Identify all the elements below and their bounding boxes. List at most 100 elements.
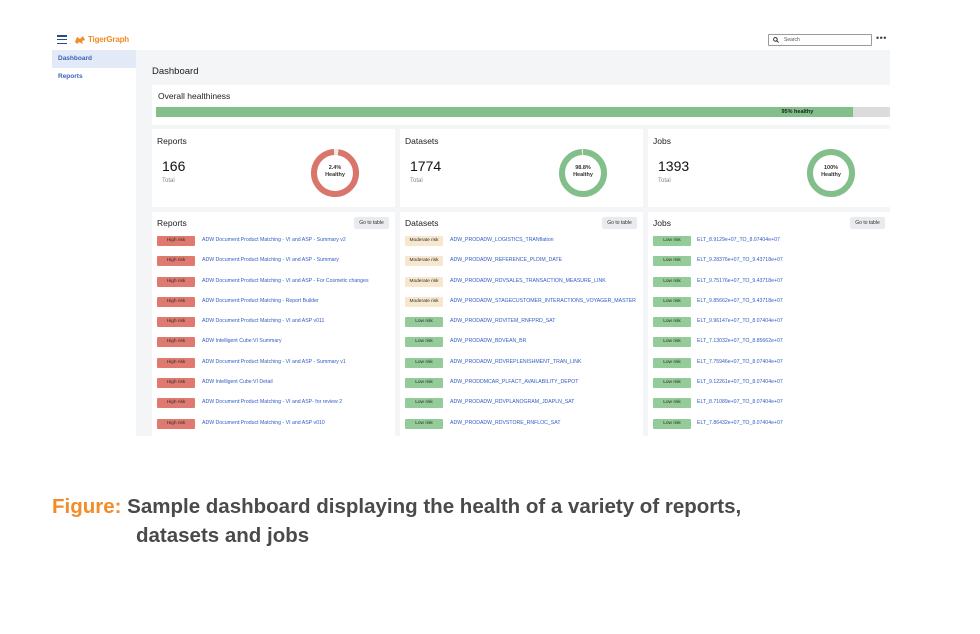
item-name-link[interactable]: ADW_PRODADW_BDVEAN_BR — [450, 338, 527, 345]
reports-list-card: Reports Go to table High risk ADW Documen… — [152, 212, 395, 436]
item-name-link[interactable]: ELT_9.28376e+07_TO_9.43718e+07 — [697, 257, 783, 264]
reports-total-value: 166 — [162, 158, 186, 174]
risk-badge: High risk — [157, 357, 195, 368]
risk-badge: High risk — [157, 276, 195, 287]
reports-list: High risk ADW Document:Product Matching -… — [152, 233, 395, 436]
item-name-link[interactable]: ELT_7.13032e+07_TO_8.85662e+07 — [697, 338, 783, 345]
risk-badge: Low risk — [653, 337, 691, 348]
item-name-link[interactable]: ELT_9.96147e+07_TO_8.07404e+07 — [697, 318, 783, 325]
more-options-icon[interactable]: ••• — [876, 33, 887, 43]
item-name-link[interactable]: ADW_PRODADW_RDVSTORE_RNFLOC_SAT — [450, 419, 561, 426]
item-name-link[interactable]: ADW_PRODADW_REFERENCE_PLDIM_DATE — [450, 257, 563, 264]
datasets-go-to-table-button[interactable]: Go to table — [602, 217, 637, 229]
item-name-link[interactable]: ADW Document:Product Matching - VI and A… — [202, 237, 346, 243]
reports-donut-caption: Healthy — [325, 171, 345, 178]
overall-health-bar: 95% healthy — [156, 107, 890, 117]
jobs-stat-card: Jobs 1393 Total 100% Healthy — [648, 129, 890, 207]
overall-health-bar-fill: 95% healthy — [156, 107, 854, 117]
item-name-link[interactable]: ADW_PRODADW_RDVPLANOGRAM_JDAPLN_SAT — [450, 399, 575, 406]
jobs-total-label: Total — [658, 178, 671, 184]
item-name-link[interactable]: ADW_PRODADW_LOGISTICS_TRANflation — [450, 237, 554, 243]
jobs-stat-title: Jobs — [653, 136, 671, 146]
search-input[interactable] — [784, 35, 870, 45]
datasets-donut-caption: Healthy — [573, 171, 593, 178]
list-item: Low risk ELT_9.85662e+07_TO_9.43718e+07 — [648, 294, 890, 314]
item-name-link[interactable]: ADW_PRODADW_RDVSALES_TRANSACTION_MEASURE… — [450, 277, 606, 284]
list-item: High risk ADW Document:Product Matching -… — [152, 233, 395, 253]
item-name-link[interactable]: ADW_PRODDMCAR_PLFACT_AVAILABILITY_DEPOT — [450, 379, 579, 386]
datasets-total-value: 1774 — [410, 158, 442, 174]
figure-caption-label: Figure: — [52, 495, 122, 518]
sidebar: Dashboard Reports — [52, 50, 136, 436]
list-item: Moderate risk ADW_PRODADW_RDVSALES_TRANSA… — [400, 274, 643, 294]
datasets-donut-value: 98.8% — [575, 165, 591, 171]
risk-badge: Low risk — [653, 398, 691, 409]
list-item: Low risk ELT_7.13032e+07_TO_8.85662e+07 — [648, 334, 890, 354]
figure-caption-line1: Sample dashboard displaying the health o… — [127, 495, 742, 518]
item-name-link[interactable]: ADW Document:Product Matching - VI and A… — [202, 399, 343, 406]
item-name-link[interactable]: ADW_PRODADW_RDVITEM_RNFPRD_SAT — [450, 318, 556, 325]
list-item: Low risk ELT_9.75176e+07_TO_9.43718e+07 — [648, 274, 890, 294]
item-name-link[interactable]: ELT_7.86432e+07_TO_8.07404e+07 — [697, 419, 783, 426]
reports-donut-value: 2.4% — [328, 165, 342, 171]
item-name-link[interactable]: ADW Document:Product Matching - VI and A… — [202, 358, 346, 365]
risk-badge: Low risk — [653, 317, 691, 328]
list-item: Low risk ELT_8.9129e+07_TO_8.07404e+07 — [648, 233, 890, 253]
datasets-list: Moderate risk ADW_PRODADW_LOGISTICS_TRANf… — [400, 233, 643, 436]
datasets-list-card: Datasets Go to table Moderate risk ADW_PR… — [400, 212, 643, 436]
item-name-link[interactable]: ADW Document:Product Matching - VI and A… — [202, 277, 369, 284]
tiger-logo-icon — [75, 36, 85, 44]
jobs-go-to-table-button[interactable]: Go to table — [850, 217, 885, 229]
item-name-link[interactable]: ELT_8.9129e+07_TO_8.07404e+07 — [697, 237, 780, 243]
item-name-link[interactable]: ELT_9.75176e+07_TO_9.43718e+07 — [697, 277, 783, 284]
list-item: Low risk ELT_7.75946e+07_TO_8.07404e+07 — [648, 355, 890, 375]
list-item: High risk ADW Document:Product Matching -… — [152, 355, 395, 375]
reports-stat-title: Reports — [157, 136, 187, 146]
sidebar-item-dashboard[interactable]: Dashboard — [52, 50, 136, 68]
list-item: Low risk ADW_PRODADW_RDVITEM_RNFPRD_SAT — [400, 314, 643, 334]
app-logo-text: TigerGraph — [88, 35, 129, 44]
risk-badge: Low risk — [405, 418, 443, 429]
jobs-donut-caption: Healthy — [821, 171, 841, 178]
item-name-link[interactable]: ELT_7.75946e+07_TO_8.07404e+07 — [697, 358, 783, 365]
item-name-link[interactable]: ADW Document:Product Matching - VI and A… — [202, 318, 325, 325]
reports-go-to-table-button[interactable]: Go to table — [354, 217, 389, 229]
figure-caption: Figure: Sample dashboard displaying the … — [52, 492, 852, 550]
donut-healthy-arc — [807, 149, 855, 197]
page-title: Dashboard — [152, 66, 199, 77]
search-box[interactable] — [768, 34, 872, 46]
risk-badge: Low risk — [405, 398, 443, 409]
risk-badge: High risk — [157, 378, 195, 389]
list-item: Low risk ELT_9.28376e+07_TO_9.43718e+07 — [648, 253, 890, 273]
donut-healthy-arc — [311, 149, 359, 197]
item-name-link[interactable]: ELT_9.12261e+07_TO_8.07404e+07 — [697, 379, 783, 386]
item-name-link[interactable]: ELT_8.71089e+07_TO_8.07404e+07 — [697, 399, 783, 406]
item-name-link[interactable]: ADW Document:Product Matching - VI and A… — [202, 257, 339, 264]
donut-healthy-arc — [559, 149, 607, 197]
overall-health-label: 95% healthy — [781, 109, 814, 115]
item-name-link[interactable]: ADW Document:Product Matching - VI and A… — [202, 419, 325, 426]
risk-badge: High risk — [157, 418, 195, 429]
item-name-link[interactable]: ADW Intelligent Cube:VI Summary — [202, 338, 282, 345]
reports-health-donut — [311, 149, 359, 197]
list-item: Low risk ELT_7.86432e+07_TO_8.07404e+07 — [648, 416, 890, 436]
list-item: High risk ADW Document:Product Matching -… — [152, 314, 395, 334]
risk-badge: Moderate risk — [405, 236, 443, 246]
item-name-link[interactable]: ADW_PRODADW_STAGECUSTOMER_INTERACTIONS_V… — [450, 297, 636, 304]
item-name-link[interactable]: ADW_PRODADW_RDVREPLENISHMENT_TRAN_LINK — [450, 358, 582, 365]
sidebar-item-reports[interactable]: Reports — [58, 73, 83, 80]
item-name-link[interactable]: ADW Document:Product Matching - Report B… — [202, 297, 319, 304]
item-name-link[interactable]: ADW Intelligent Cube:VI Detail — [202, 379, 273, 386]
risk-badge: Moderate risk — [405, 276, 443, 287]
risk-badge: High risk — [157, 398, 195, 409]
list-item: Low risk ADW_PRODDMCAR_PLFACT_AVAILABILIT… — [400, 375, 643, 395]
jobs-list-title: Jobs — [653, 218, 671, 228]
item-name-link[interactable]: ELT_9.85662e+07_TO_9.43718e+07 — [697, 297, 783, 304]
hamburger-menu-icon[interactable] — [57, 35, 67, 45]
risk-badge: Low risk — [405, 357, 443, 368]
risk-badge: High risk — [157, 317, 195, 328]
list-item: Low risk ADW_PRODADW_RDVPLANOGRAM_JDAPLN_… — [400, 395, 643, 415]
risk-badge: Low risk — [653, 378, 691, 389]
figure-caption-line2: datasets and jobs — [136, 524, 310, 547]
list-item: High risk ADW Document:Product Matching -… — [152, 416, 395, 436]
